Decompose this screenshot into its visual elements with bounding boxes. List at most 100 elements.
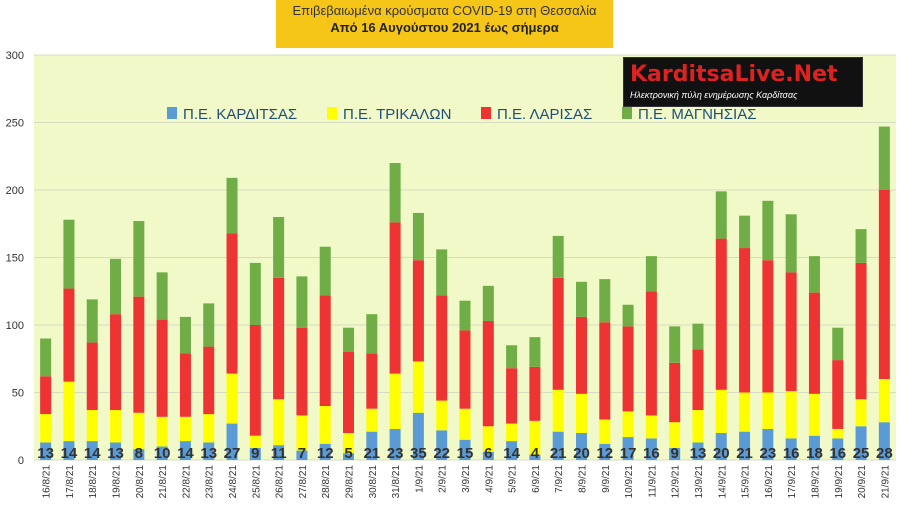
bar-segment bbox=[645, 291, 657, 416]
x-tick-label: 3/9/21 bbox=[461, 465, 472, 493]
x-tick-label: 28/8/21 bbox=[321, 465, 332, 499]
bar-data-label: 16 bbox=[829, 445, 846, 462]
legend-swatch bbox=[167, 107, 177, 119]
bar-segment bbox=[179, 316, 191, 354]
bar-segment bbox=[645, 256, 657, 292]
bar-segment bbox=[436, 249, 448, 296]
x-tick-label: 7/9/21 bbox=[554, 465, 565, 493]
bar-segment bbox=[343, 453, 355, 460]
bar-segment bbox=[715, 238, 727, 390]
bar-segment bbox=[436, 400, 448, 431]
bar-segment bbox=[110, 314, 122, 411]
legend-label: Π.Ε. ΜΑΓΝΗΣΙΑΣ bbox=[638, 106, 756, 123]
bar-segment bbox=[692, 410, 704, 443]
x-tick-label: 17/9/21 bbox=[787, 465, 798, 499]
bar-segment bbox=[156, 446, 168, 460]
bar-data-label: 5 bbox=[344, 445, 352, 462]
bar-segment bbox=[482, 426, 494, 452]
x-tick-label: 29/8/21 bbox=[345, 465, 356, 499]
x-tick-label: 10/9/21 bbox=[624, 465, 635, 499]
x-tick-label: 26/8/21 bbox=[275, 465, 286, 499]
bar-data-label: 14 bbox=[177, 445, 194, 462]
bar-segment bbox=[110, 258, 122, 315]
bar-segment bbox=[226, 423, 238, 460]
bar-segment bbox=[552, 431, 564, 460]
x-tick-label: 21/9/21 bbox=[880, 465, 891, 499]
bar-segment bbox=[739, 392, 751, 432]
x-tick-label: 19/9/21 bbox=[834, 465, 845, 499]
bar-segment bbox=[40, 376, 52, 415]
x-tick-label: 20/8/21 bbox=[135, 465, 146, 499]
bar-segment bbox=[715, 389, 727, 433]
bar-segment bbox=[599, 443, 611, 460]
bar-segment bbox=[179, 416, 191, 442]
bar-segment bbox=[412, 260, 424, 362]
bar-segment bbox=[179, 441, 191, 460]
bar-data-label: 14 bbox=[503, 445, 520, 462]
bar-segment bbox=[762, 260, 774, 393]
bar-segment bbox=[552, 389, 564, 432]
bar-segment bbox=[529, 366, 541, 421]
bar-segment bbox=[645, 438, 657, 460]
bar-segment bbox=[622, 304, 634, 327]
bar-segment bbox=[459, 408, 471, 440]
bar-segment bbox=[482, 451, 494, 460]
bar-segment bbox=[878, 126, 890, 190]
bar-segment bbox=[273, 399, 285, 446]
bar-data-label: 9 bbox=[671, 445, 679, 462]
bar-segment bbox=[808, 435, 820, 460]
bar-segment bbox=[203, 346, 215, 415]
bar-segment bbox=[86, 299, 98, 343]
bar-segment bbox=[86, 441, 98, 460]
bar-data-label: 16 bbox=[643, 445, 660, 462]
bar-data-label: 20 bbox=[713, 445, 730, 462]
bar-segment bbox=[273, 445, 285, 460]
bar-data-label: 21 bbox=[736, 445, 753, 462]
bar-segment bbox=[412, 412, 424, 460]
bar-data-label: 12 bbox=[317, 445, 334, 462]
y-tick-label: 100 bbox=[6, 320, 24, 332]
x-tick-label: 18/8/21 bbox=[88, 465, 99, 499]
bar-data-label: 16 bbox=[783, 445, 800, 462]
bar-segment bbox=[622, 437, 634, 460]
bar-segment bbox=[63, 219, 75, 289]
legend-label: Π.Ε. ΤΡΙΚΑΛΩΝ bbox=[343, 106, 451, 123]
bar-segment bbox=[855, 399, 867, 427]
x-tick-label: 25/8/21 bbox=[251, 465, 262, 499]
bar-segment bbox=[622, 326, 634, 412]
bar-segment bbox=[203, 442, 215, 460]
bar-data-label: 6 bbox=[484, 445, 492, 462]
bar-segment bbox=[436, 430, 448, 460]
bar-segment bbox=[226, 177, 238, 234]
bar-segment bbox=[506, 441, 518, 460]
x-tick-label: 17/8/21 bbox=[65, 465, 76, 499]
x-tick-label: 9/9/21 bbox=[601, 465, 612, 493]
bar-segment bbox=[552, 277, 564, 390]
bar-segment bbox=[762, 392, 774, 429]
bar-segment bbox=[273, 217, 285, 278]
bar-segment bbox=[133, 449, 145, 460]
x-tick-label: 13/9/21 bbox=[694, 465, 705, 499]
bar-data-label: 17 bbox=[620, 445, 637, 462]
bar-segment bbox=[878, 379, 890, 423]
legend-swatch bbox=[481, 107, 491, 119]
x-tick-label: 24/8/21 bbox=[228, 465, 239, 499]
bar-segment bbox=[319, 295, 331, 406]
bar-segment bbox=[599, 322, 611, 420]
legend-label: Π.Ε. ΛΑΡΙΣΑΣ bbox=[497, 106, 592, 123]
bar-segment bbox=[366, 431, 378, 460]
chart-title: Επιβεβαιωμένα κρούσματα COVID-19 στη Θεσ… bbox=[292, 3, 597, 18]
bar-segment bbox=[203, 303, 215, 347]
bar-segment bbox=[319, 406, 331, 444]
bar-segment bbox=[110, 442, 122, 460]
bar-segment bbox=[762, 428, 774, 460]
bar-segment bbox=[459, 439, 471, 460]
y-tick-label: 200 bbox=[6, 185, 24, 197]
y-tick-label: 300 bbox=[6, 50, 24, 62]
bar-data-label: 9 bbox=[251, 445, 259, 462]
bar-data-label: 13 bbox=[37, 445, 54, 462]
bar-segment bbox=[506, 368, 518, 424]
bar-segment bbox=[226, 233, 238, 374]
bar-segment bbox=[808, 292, 820, 394]
